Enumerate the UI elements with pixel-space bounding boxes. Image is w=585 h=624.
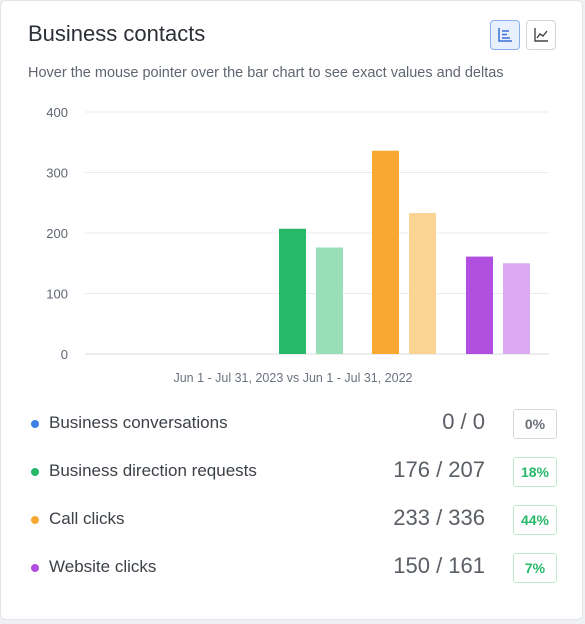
metric-row: Call clicks 233 / 336 44% <box>1 501 584 537</box>
delta-badge: 18% <box>513 457 557 487</box>
legend-dot <box>31 564 39 572</box>
metric-label: Business conversations <box>49 413 228 432</box>
chart-bar[interactable] <box>409 213 436 354</box>
y-tick-label: 300 <box>46 166 68 181</box>
metric-row: Business conversations 0 / 0 0% <box>1 405 584 441</box>
card-title: Business contacts <box>28 21 206 46</box>
legend-dot <box>31 420 39 428</box>
metric-value: 176 / 207 <box>393 457 485 482</box>
delta-badge: 44% <box>513 505 557 535</box>
metric-row: Website clicks 150 / 161 7% <box>1 549 584 585</box>
chart-bar[interactable] <box>466 256 493 354</box>
y-tick-label: 0 <box>61 347 68 362</box>
chart-bar[interactable] <box>372 150 399 354</box>
line-chart-toggle[interactable] <box>526 20 556 50</box>
metric-row: Business direction requests 176 / 207 18% <box>1 453 584 489</box>
y-tick-label: 400 <box>46 105 68 120</box>
metric-label: Business direction requests <box>49 461 257 480</box>
delta-badge: 7% <box>513 553 557 583</box>
chart-bar[interactable] <box>279 228 306 354</box>
bar-chart-toggle[interactable] <box>490 20 520 50</box>
y-tick-label: 200 <box>46 226 68 241</box>
x-axis-label: Jun 1 - Jul 31, 2023 vs Jun 1 - Jul 31, … <box>173 371 412 385</box>
metric-value: 0 / 0 <box>442 409 485 434</box>
chart-bar[interactable] <box>503 263 530 354</box>
y-tick-label: 100 <box>46 287 68 302</box>
line-chart-icon <box>534 28 548 42</box>
chart-bar[interactable] <box>316 247 343 354</box>
legend-dot <box>31 468 39 476</box>
card-subtitle: Hover the mouse pointer over the bar cha… <box>28 65 504 81</box>
metric-value: 233 / 336 <box>393 505 485 530</box>
legend-dot <box>31 516 39 524</box>
bar-chart-icon <box>498 28 512 42</box>
metric-label: Call clicks <box>49 509 125 528</box>
metric-label: Website clicks <box>49 557 157 576</box>
bar-chart[interactable]: 400 300 200 100 0 Jun 1 - Jul 31, 2023 vs Jun… <box>1 96 584 396</box>
metric-value: 150 / 161 <box>393 553 485 578</box>
delta-badge: 0% <box>513 409 557 439</box>
